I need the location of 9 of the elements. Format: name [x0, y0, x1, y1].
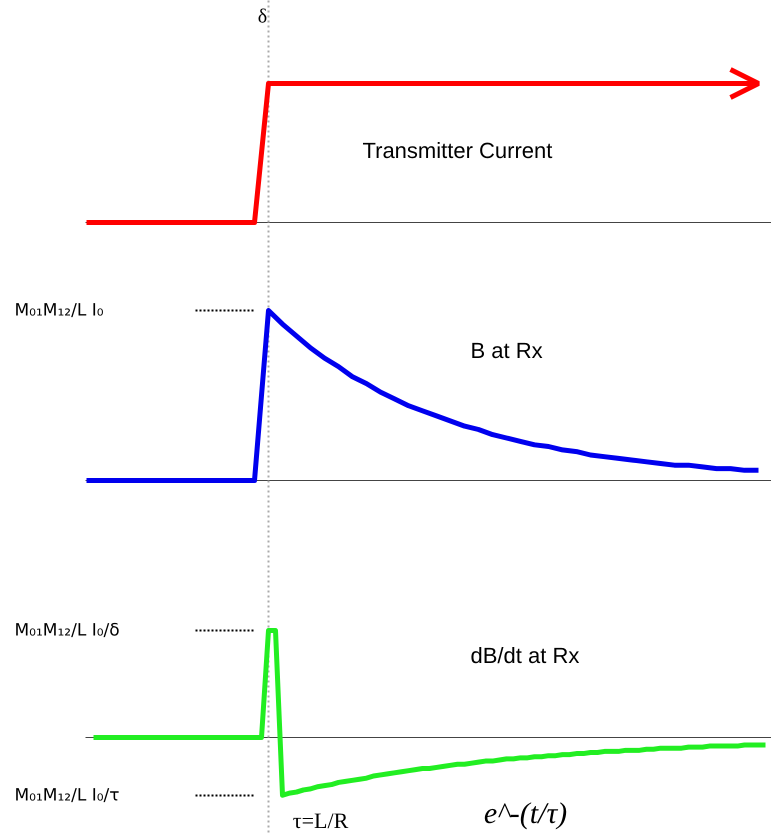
- annotation: M₀₁M₁₂/L I₀/τ: [14, 786, 120, 806]
- text: dB/dt at Rx: [470, 643, 580, 668]
- text: B at Rx: [470, 338, 543, 363]
- annotation: M₀₁M₁₂/L I₀/δ: [14, 620, 120, 640]
- text: τ=L/R: [292, 808, 349, 833]
- text: e^-(t/τ): [484, 797, 568, 830]
- annotation: M₀₁M₁₂/L I₀: [14, 300, 104, 320]
- text: Transmitter Current: [362, 138, 552, 163]
- text: δ: [258, 6, 268, 28]
